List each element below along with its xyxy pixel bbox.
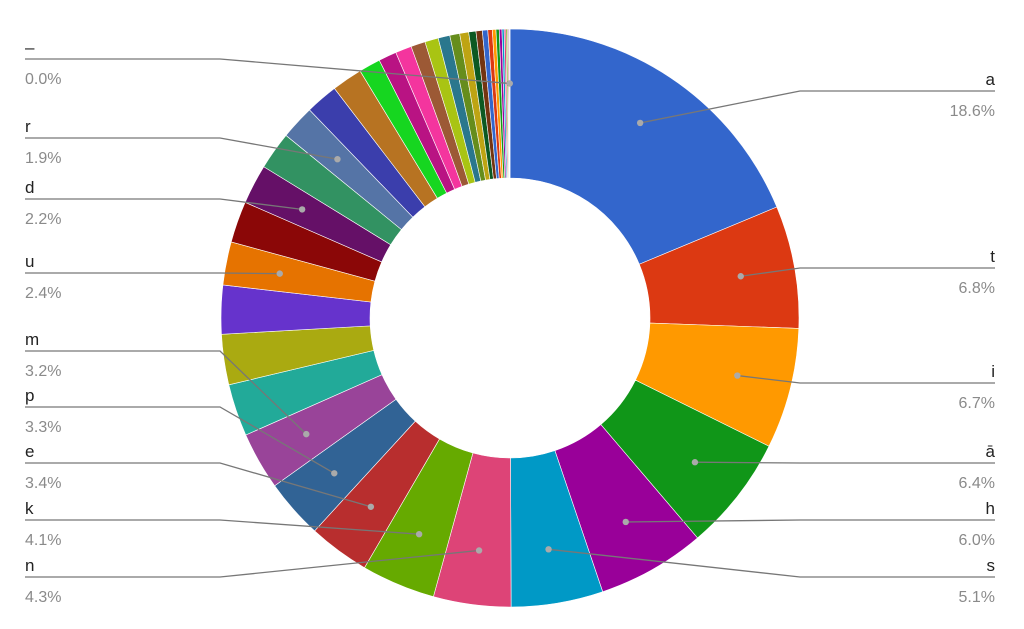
leader-dot-p — [331, 470, 338, 477]
leader-dot-i — [734, 372, 741, 379]
label-u: u — [25, 252, 34, 271]
leader-dot-s — [545, 546, 552, 553]
pct-d: 2.2% — [25, 211, 61, 228]
leader-dot-k — [415, 530, 423, 538]
leader-dot-a — [636, 119, 644, 127]
label-k: k — [25, 499, 34, 518]
label-e: e — [25, 442, 34, 461]
label-m: m — [25, 330, 39, 349]
pct-u: 2.4% — [25, 285, 61, 302]
pct-h: 6.0% — [959, 532, 995, 549]
leader-dot-m — [303, 430, 310, 438]
pct-r: 1.9% — [25, 150, 61, 167]
leader-line-i — [737, 374, 995, 384]
label-a: a — [986, 70, 996, 89]
leader-dot-a — [691, 459, 699, 466]
label-s: s — [987, 556, 996, 575]
leader-line-a — [694, 461, 995, 464]
leader-line-h — [625, 519, 995, 523]
pct-item-41: 0.0% — [25, 71, 61, 88]
label-t: t — [990, 247, 995, 266]
pct-m: 3.2% — [25, 363, 61, 380]
label-item-41: – — [25, 38, 35, 57]
label-n: n — [25, 556, 34, 575]
slice-item-41 — [509, 28, 511, 179]
pct-p: 3.3% — [25, 419, 61, 436]
leader-line-k — [25, 519, 420, 535]
label-p: p — [25, 386, 34, 405]
leader-dot-u — [276, 270, 283, 277]
leader-dot-item-41 — [506, 80, 513, 87]
label-d: d — [25, 178, 34, 197]
pct-s: 5.1% — [959, 589, 995, 606]
leader-line-s — [548, 548, 995, 578]
leader-line-a — [640, 90, 995, 124]
leader-line-m — [25, 350, 307, 435]
leader-dot-r — [334, 155, 341, 163]
leader-line-item-41 — [25, 58, 510, 85]
pct-k: 4.1% — [25, 532, 61, 549]
pct-i: 6.7% — [959, 395, 995, 412]
leader-dot-t — [737, 273, 744, 280]
leader-line-n — [25, 549, 480, 578]
leader-line-p — [25, 406, 335, 474]
pct-a: 6.4% — [959, 475, 995, 492]
pct-t: 6.8% — [959, 280, 995, 297]
slice-a — [509, 28, 778, 265]
label-i: i — [991, 362, 995, 381]
leader-lines-group — [25, 58, 995, 578]
leader-line-e — [25, 462, 372, 508]
slices-group — [220, 28, 800, 608]
leader-line-r — [25, 137, 338, 160]
label-r: r — [25, 117, 31, 136]
leader-line-d — [25, 198, 303, 211]
labels-group: a 18.6% t 6.8% i 6.7% ā 6.4% h 6.0% s 5.1% – 0.0% r 1.9… — [25, 38, 996, 606]
label-a: ā — [986, 442, 996, 461]
pct-e: 3.4% — [25, 475, 61, 492]
pct-a: 18.6% — [950, 103, 995, 120]
leader-dot-n — [475, 547, 483, 554]
leader-dot-d — [298, 206, 306, 213]
leader-dot-h — [622, 518, 629, 526]
leader-dot-e — [367, 503, 375, 510]
leader-line-u — [25, 272, 280, 275]
leader-line-t — [740, 267, 995, 277]
label-h: h — [986, 499, 995, 518]
pct-n: 4.3% — [25, 589, 61, 606]
